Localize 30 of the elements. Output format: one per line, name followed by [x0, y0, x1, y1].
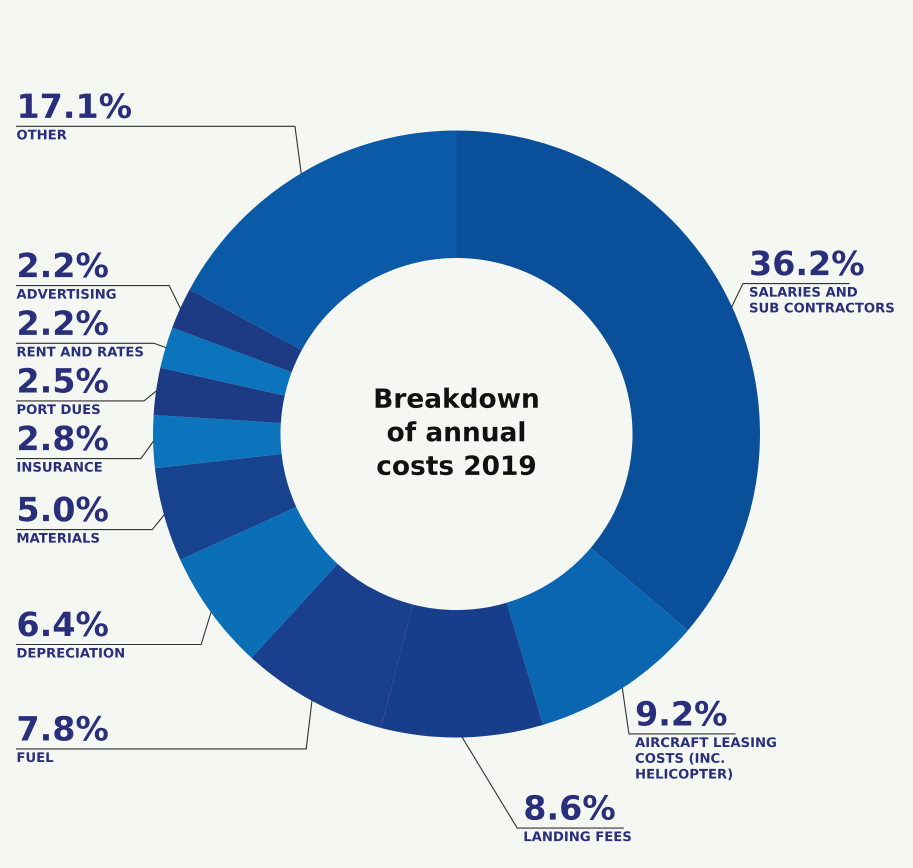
donut-slice [154, 454, 296, 560]
slice-label: AIRCRAFT LEASING COSTS (INC. HELICOPTER) [635, 737, 776, 780]
slice-label: SALARIES AND SUB CONTRACTORS [750, 286, 894, 313]
data-label: 2.8% [19, 425, 108, 451]
data-label: 2.5% [19, 368, 108, 393]
donut-slice [180, 506, 338, 658]
slice-label: INSURANCE [18, 462, 102, 472]
data-label: 36.2% [751, 250, 864, 276]
data-label: 9.2% [636, 700, 726, 726]
slice-label: FUEL [18, 752, 54, 762]
donut-slice [172, 289, 302, 372]
slice-label: LANDING FEES [524, 831, 631, 842]
data-label: 2.2% [19, 252, 108, 278]
text: Breakdown of annual costs 2019 [376, 388, 538, 476]
data-label: 2.2% [19, 310, 108, 336]
data-label: 17.1% [20, 93, 132, 118]
slice-label: MATERIALS [18, 532, 99, 543]
slice-label: RENT AND RATES [18, 346, 143, 357]
slice-label: DEPRECIATION [18, 648, 124, 658]
donut-slice [160, 328, 292, 396]
data-label: 8.6% [525, 794, 615, 820]
donut-slice [153, 414, 282, 468]
data-label: 7.8% [18, 716, 108, 741]
donut-slice [190, 130, 456, 350]
data-label: 6.4% [18, 611, 108, 637]
slice-label: ADVERTISING [16, 288, 116, 299]
data-label: 5.0% [19, 496, 108, 522]
donut-slice [154, 368, 285, 423]
slice-label: PORT DUES [18, 404, 100, 414]
slice-label: OTHER [17, 130, 67, 140]
